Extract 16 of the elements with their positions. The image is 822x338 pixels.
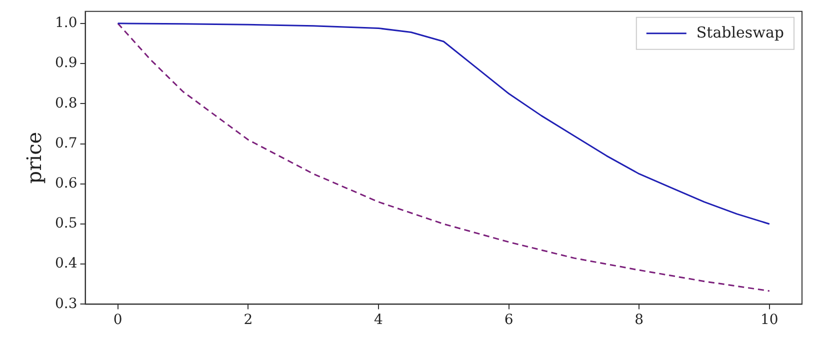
- y-tick-label: 0.9: [55, 55, 78, 72]
- y-tick-label: 0.5: [55, 216, 78, 232]
- y-tick-label: 0.6: [55, 176, 78, 192]
- x-tick-label: 8: [634, 312, 644, 328]
- y-tick-label: 1.0: [55, 15, 78, 32]
- x-tick-label: 10: [760, 312, 778, 328]
- x-tick-label: 6: [504, 312, 514, 328]
- y-tick-label: 0.3: [55, 296, 78, 312]
- y-tick-label: 0.8: [55, 95, 78, 112]
- x-tick-label: 2: [244, 312, 253, 328]
- legend-label: Stableswap: [696, 23, 784, 42]
- y-axis-title: price: [22, 132, 46, 184]
- y-tick-label: 0.4: [55, 256, 78, 272]
- x-tick-label: 4: [374, 312, 384, 328]
- x-tick-label: 0: [113, 312, 122, 328]
- y-tick-label: 0.7: [55, 135, 78, 152]
